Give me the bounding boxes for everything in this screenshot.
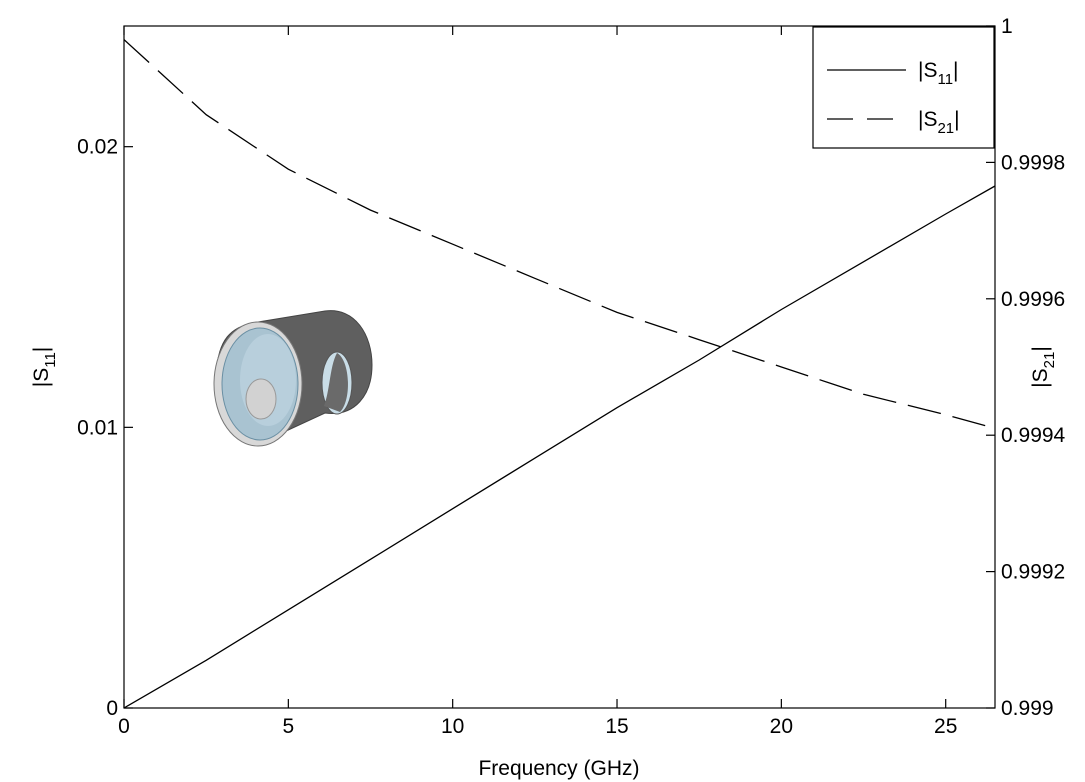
- y-right-tick-label: 0.999: [1001, 697, 1054, 720]
- y-left-tick-label: 0.02: [77, 136, 118, 159]
- y-left-tick-label: 0.01: [77, 416, 118, 439]
- x-tick-label: 20: [770, 715, 793, 738]
- series-line-s21: [123, 39, 996, 430]
- legend-s11-label: |S11|: [918, 59, 959, 88]
- y-right-tick-label: 0.9998: [1001, 151, 1065, 174]
- x-tick-label: 25: [934, 715, 957, 738]
- legend: |S11| |S21|: [812, 26, 995, 149]
- y-right-tick-label: 0.9994: [1001, 424, 1066, 447]
- legend-s21-label: |S21|: [918, 108, 960, 137]
- x-axis-label: Frequency (GHz): [478, 757, 639, 780]
- series-layer: [123, 39, 996, 709]
- y-axis-right-label: |S21|: [1029, 346, 1058, 388]
- coax-cylinder-illustration: [213, 310, 373, 447]
- x-tick-label: 15: [605, 715, 628, 738]
- ticks: 0 5 10 15 20 25 0 0.01 0.02 0.999 0.9992 0.9994 0.99…: [77, 15, 1065, 738]
- series-line-s11: [123, 185, 996, 709]
- legend-box: [812, 26, 995, 149]
- x-tick-label: 10: [441, 715, 464, 738]
- y-left-tick-label: 0: [106, 697, 118, 720]
- cylinder-slot-shade: [324, 353, 348, 412]
- center-conductor: [245, 378, 277, 420]
- x-tick-label: 5: [282, 715, 294, 738]
- y-right-tick-label: 0.9996: [1001, 288, 1065, 311]
- y-axis-left-label: |S11|: [30, 347, 59, 388]
- x-tick-label: 0: [118, 715, 130, 738]
- y-right-tick-label: 0.9992: [1001, 561, 1065, 584]
- y-right-tick-label: 1: [1001, 15, 1013, 38]
